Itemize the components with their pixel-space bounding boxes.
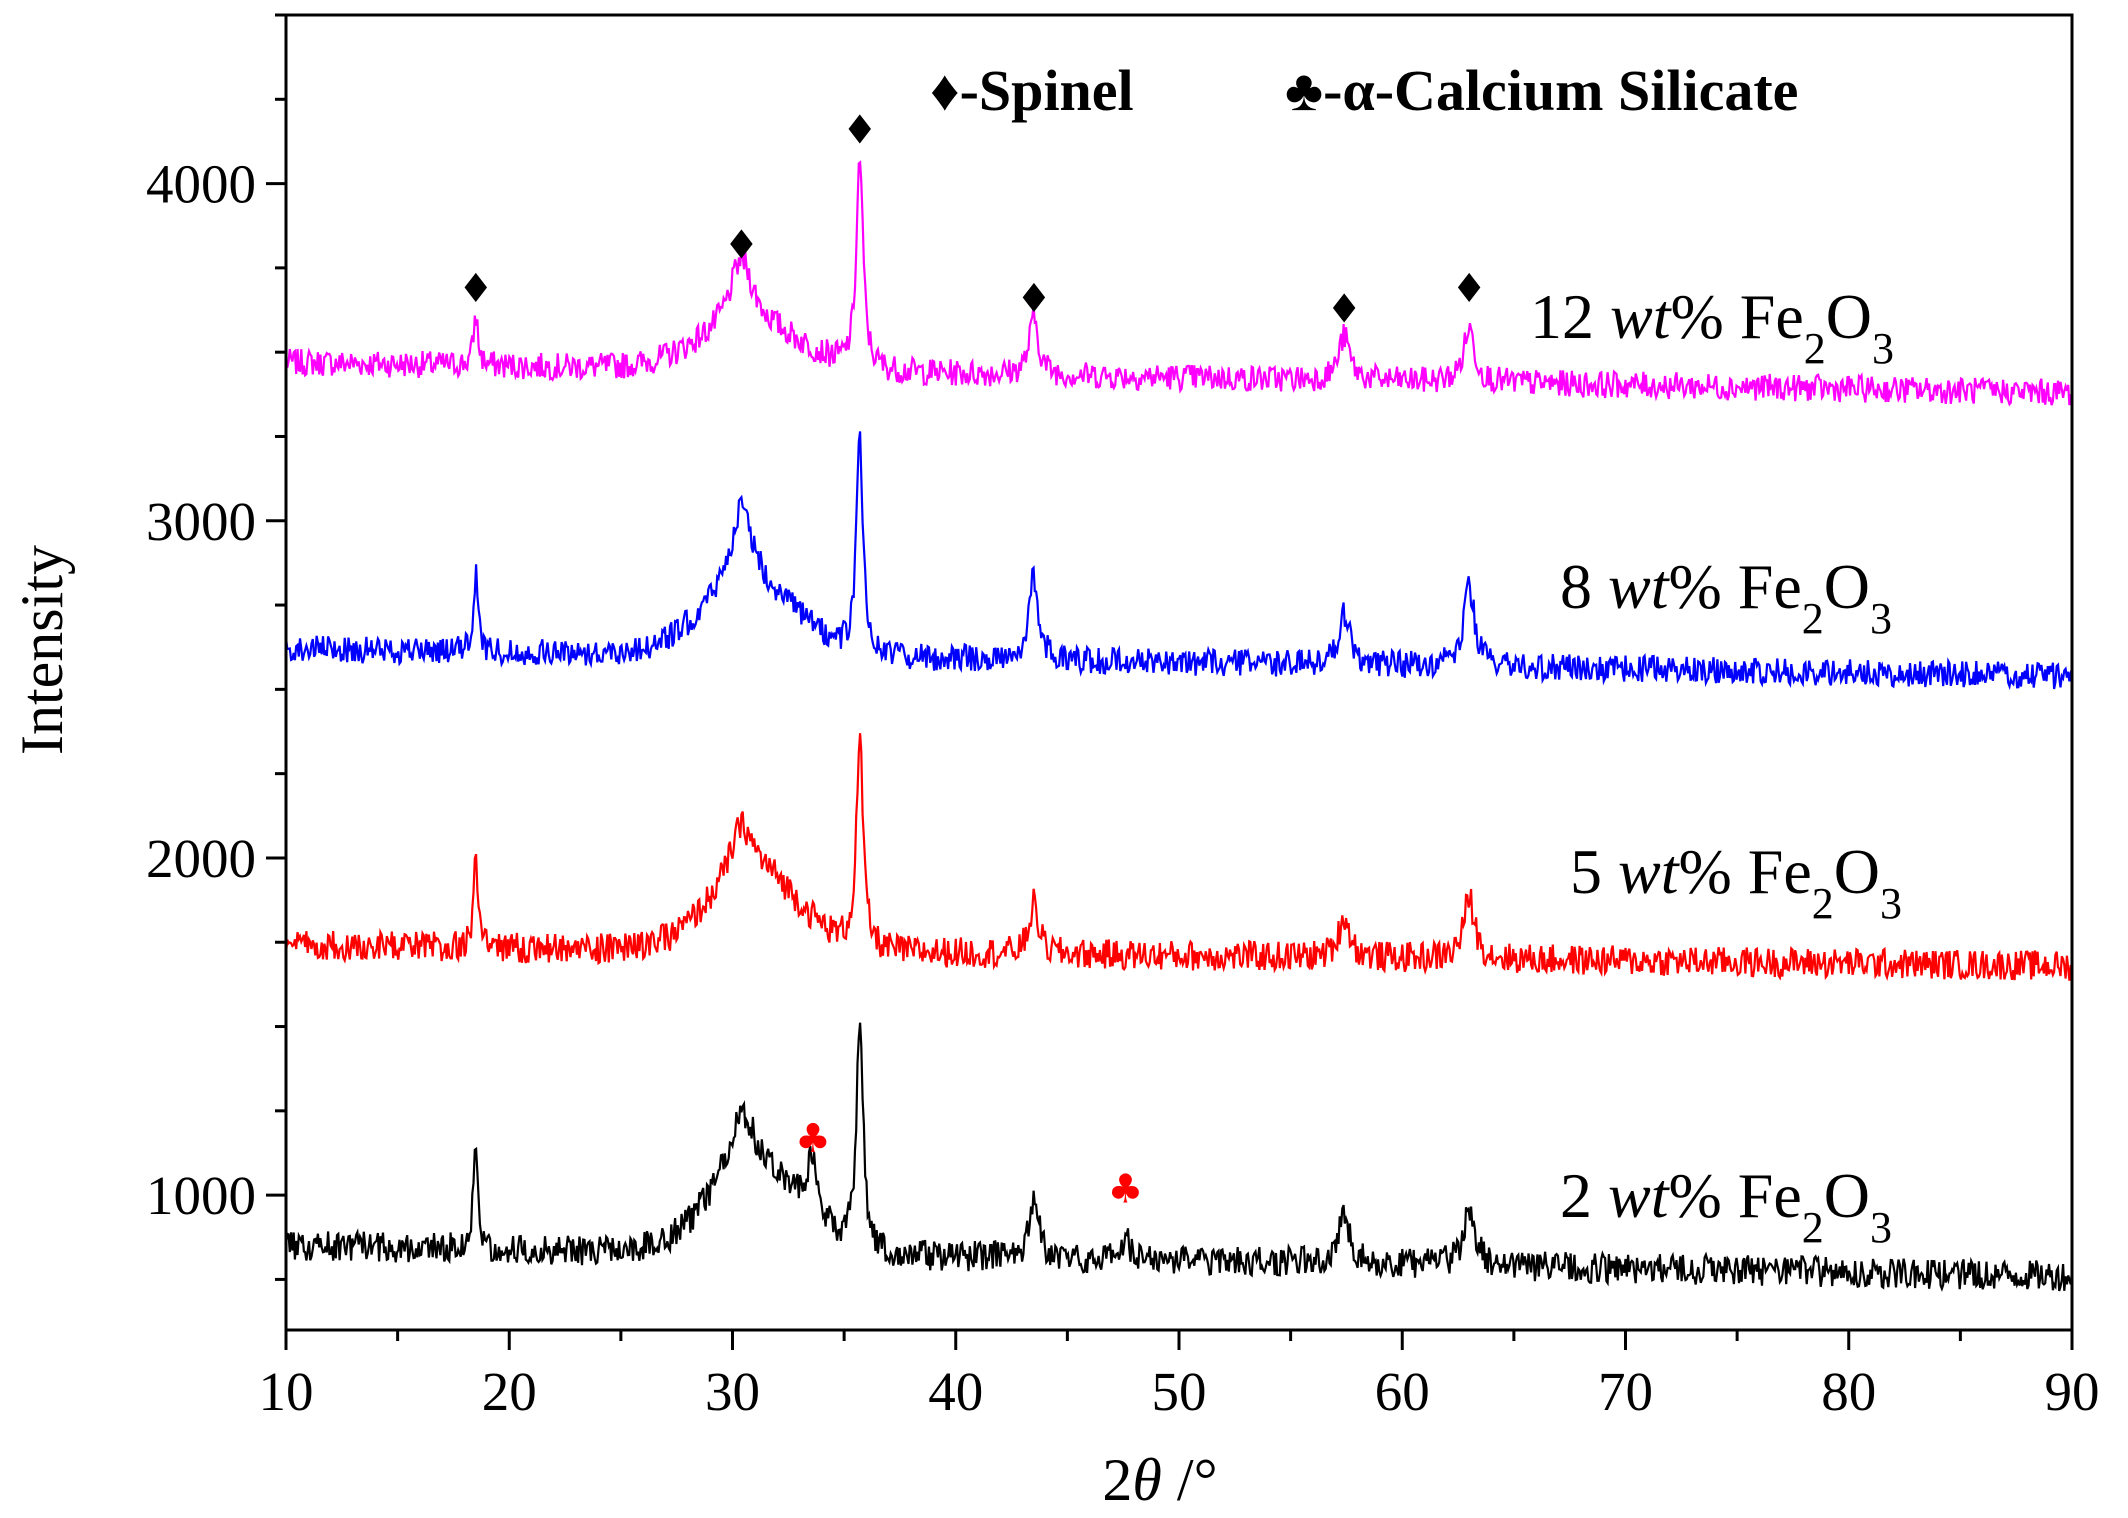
calcium-silicate-marker: ♣ [1107, 1166, 1143, 1212]
y-tick-label: 1000 [146, 1165, 256, 1226]
spinel-marker: ♦ [1016, 276, 1052, 322]
spinel-marker: ♦ [1326, 286, 1362, 332]
club-icon: ♣ [1285, 58, 1323, 123]
series-line [284, 160, 2074, 407]
x-tick-label: 70 [1598, 1361, 1653, 1422]
series-label-8wt: 8 wt% Fe2O3 [1560, 551, 1892, 643]
x-tick-label: 60 [1375, 1361, 1430, 1422]
x-tick-label: 80 [1821, 1361, 1876, 1422]
peak-marker-layer: ♦ ♦ ♦ ♦ ♦ ♦ ♣ ♣ [458, 108, 1487, 1213]
x-tick-label: 10 [259, 1361, 314, 1422]
spinel-marker: ♦ [842, 108, 878, 154]
x-tick-label: 40 [928, 1361, 983, 1422]
legend-entry-calcium-silicate: ♣-α-Calcium Silicate [1285, 58, 1798, 123]
series-label-5wt: 5 wt% Fe2O3 [1570, 836, 1902, 928]
diamond-icon: ♦ [930, 58, 960, 123]
series-layer [284, 160, 2074, 1292]
series-label-12wt: 12 wt% Fe2O3 [1530, 281, 1894, 373]
legend-entry-spinel: ♦-Spinel [930, 58, 1134, 123]
series-line [284, 431, 2074, 691]
spinel-marker: ♦ [724, 222, 760, 268]
x-tick-label: 90 [2045, 1361, 2100, 1422]
series-labels: 12 wt% Fe2O3 8 wt% Fe2O3 5 wt% Fe2O3 2 w… [1530, 281, 1902, 1252]
y-tick-label: 4000 [146, 154, 256, 215]
spinel-marker: ♦ [1451, 266, 1487, 312]
x-tick-label: 30 [705, 1361, 760, 1422]
calcium-silicate-marker: ♣ [795, 1116, 831, 1162]
y-tick-label: 2000 [146, 828, 256, 889]
y-tick-label: 3000 [146, 491, 256, 552]
series-line [284, 1022, 2074, 1292]
spinel-marker: ♦ [458, 266, 494, 312]
tick-layer: 10 20 30 40 50 60 70 80 90 1000 2000 3000 4000 [146, 13, 2100, 1422]
x-tick-label: 50 [1152, 1361, 1207, 1422]
x-axis-title: 2θ /° [1102, 1447, 1217, 1513]
y-axis-title: Intensity [9, 545, 75, 755]
legend: ♦-Spinel ♣-α-Calcium Silicate [930, 58, 1798, 123]
x-tick-label: 20 [482, 1361, 537, 1422]
series-line [284, 733, 2074, 982]
series-label-2wt: 2 wt% Fe2O3 [1560, 1160, 1892, 1252]
